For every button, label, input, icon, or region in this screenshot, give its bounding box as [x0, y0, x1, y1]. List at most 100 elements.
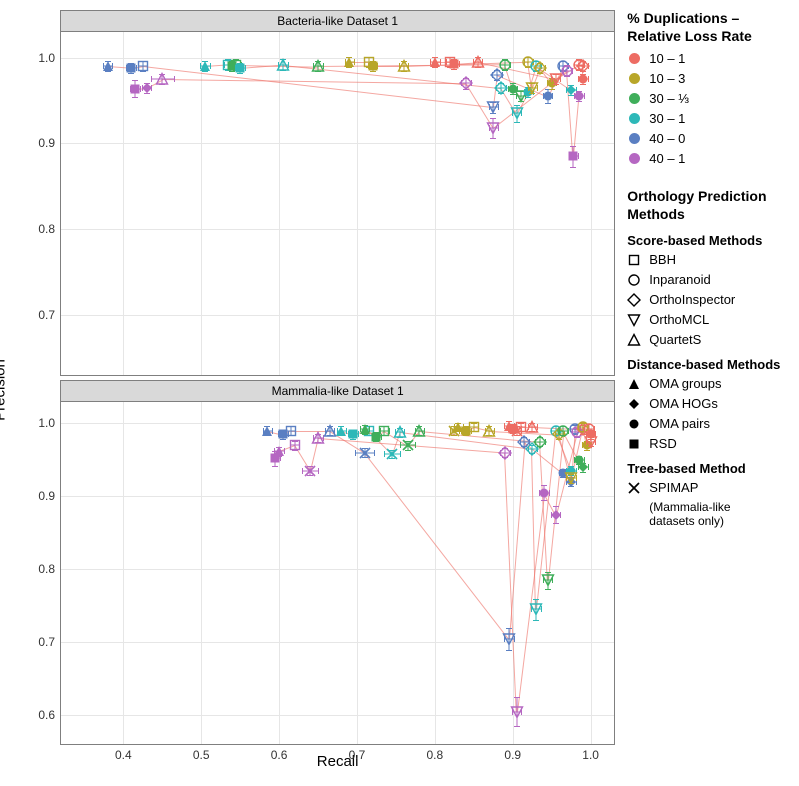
data-point	[367, 60, 379, 72]
series-link	[364, 453, 509, 640]
x-axis-label: Recall	[60, 753, 615, 770]
x-tick: 0.4	[115, 744, 132, 762]
legend-label: OrthoInspector	[649, 292, 735, 307]
data-point	[102, 60, 114, 72]
legend-label: 10 – 1	[649, 51, 685, 66]
legend-label: 10 – 3	[649, 71, 685, 86]
data-point	[542, 574, 554, 586]
legend-label: Inparanoid	[649, 272, 710, 287]
data-point	[573, 90, 585, 102]
color-legend-item: 40 – 0	[627, 131, 789, 146]
y-tick: 1.0	[38, 416, 61, 430]
color-legend-item: 30 – 1	[627, 111, 789, 126]
color-legend-title: % Duplications –Relative Loss Rate	[627, 10, 789, 45]
data-point	[277, 59, 289, 71]
data-point	[429, 56, 441, 68]
shape-legend-item: BBH	[627, 252, 789, 267]
data-point	[359, 447, 371, 459]
panel-body-mammalia: 0.40.50.60.70.80.91.00.60.70.80.91.0	[60, 402, 615, 746]
legend-group-title: Tree-based Method	[627, 461, 789, 476]
data-point	[511, 107, 523, 119]
data-point	[503, 633, 515, 645]
data-point	[156, 73, 168, 85]
data-point	[359, 423, 371, 435]
data-point	[137, 60, 149, 72]
data-point	[567, 150, 579, 162]
data-point	[565, 472, 577, 484]
data-point	[530, 603, 542, 615]
shape-legend-title: Orthology PredictionMethods	[627, 188, 789, 223]
x-tick: 1.0	[582, 744, 599, 762]
data-point	[386, 448, 398, 460]
data-point	[515, 421, 527, 433]
data-point	[550, 509, 562, 521]
legend-label: SPIMAP	[649, 480, 698, 495]
data-point	[526, 82, 538, 94]
data-point	[199, 60, 211, 72]
data-point	[511, 706, 523, 718]
shape-legend-item: OMA groups	[627, 376, 789, 391]
data-point	[487, 122, 499, 134]
data-point	[550, 73, 562, 85]
data-point	[542, 90, 554, 102]
y-tick: 0.9	[38, 136, 61, 150]
data-point	[577, 461, 589, 473]
x-tick: 0.8	[427, 744, 444, 762]
data-point	[534, 436, 546, 448]
data-point	[141, 82, 153, 94]
data-point	[324, 425, 336, 437]
shape-legend-item: SPIMAP	[627, 480, 789, 495]
legend-label: 30 – ⅓	[649, 91, 689, 106]
data-point	[394, 426, 406, 438]
color-legend-items: 10 – 110 – 330 – ⅓30 – 140 – 040 – 1	[627, 51, 789, 166]
legend-group-title: Distance-based Methods	[627, 357, 789, 372]
shape-legend-item: RSD	[627, 436, 789, 451]
shape-legend-item: OMA HOGs	[627, 396, 789, 411]
legend-note: (Mammalia-likedatasets only)	[649, 500, 789, 529]
y-tick: 0.8	[38, 222, 61, 236]
data-point	[312, 60, 324, 72]
series-link	[517, 493, 545, 712]
series-link	[143, 66, 494, 108]
shape-legend-item: OMA pairs	[627, 416, 789, 431]
x-tick: 0.7	[349, 744, 366, 762]
color-legend-item: 10 – 3	[627, 71, 789, 86]
panel-title-bacteria: Bacteria-like Dataset 1	[60, 10, 615, 32]
data-point	[312, 432, 324, 444]
legend-label: OMA pairs	[649, 416, 710, 431]
plot-area: Precision Bacteria-like Dataset 1 0.70.8…	[10, 10, 615, 770]
data-point	[285, 425, 297, 437]
data-point	[402, 439, 414, 451]
data-point	[261, 425, 273, 437]
legend: % Duplications –Relative Loss Rate 10 – …	[615, 10, 789, 776]
legend-label: OrthoMCL	[649, 312, 709, 327]
color-legend-item: 30 – ⅓	[627, 91, 789, 106]
panel-title-mammalia: Mammalia-like Dataset 1	[60, 380, 615, 402]
data-point	[472, 56, 484, 68]
data-point	[125, 62, 137, 74]
y-tick: 0.8	[38, 562, 61, 576]
y-axis-label: Precision	[0, 359, 9, 421]
data-point	[557, 425, 569, 437]
shape-legend-item: Inparanoid	[627, 272, 789, 287]
data-point	[413, 425, 425, 437]
data-point	[378, 425, 390, 437]
color-legend-item: 10 – 1	[627, 51, 789, 66]
panel-bacteria: Bacteria-like Dataset 1 0.70.80.91.0	[60, 10, 615, 376]
data-point	[304, 465, 316, 477]
legend-label: OMA HOGs	[649, 396, 718, 411]
data-point	[289, 439, 301, 451]
shape-legend-item: OrthoInspector	[627, 292, 789, 307]
data-point	[577, 60, 589, 72]
x-tick: 0.9	[504, 744, 521, 762]
shape-legend-groups: Score-based MethodsBBHInparanoidOrthoIns…	[627, 233, 789, 529]
x-tick: 0.5	[193, 744, 210, 762]
data-point	[495, 82, 507, 94]
y-tick: 1.0	[38, 51, 61, 65]
legend-label: BBH	[649, 252, 676, 267]
data-point	[499, 59, 511, 71]
data-point	[534, 62, 546, 74]
data-point	[468, 421, 480, 433]
data-point	[335, 425, 347, 437]
y-tick: 0.7	[38, 635, 61, 649]
